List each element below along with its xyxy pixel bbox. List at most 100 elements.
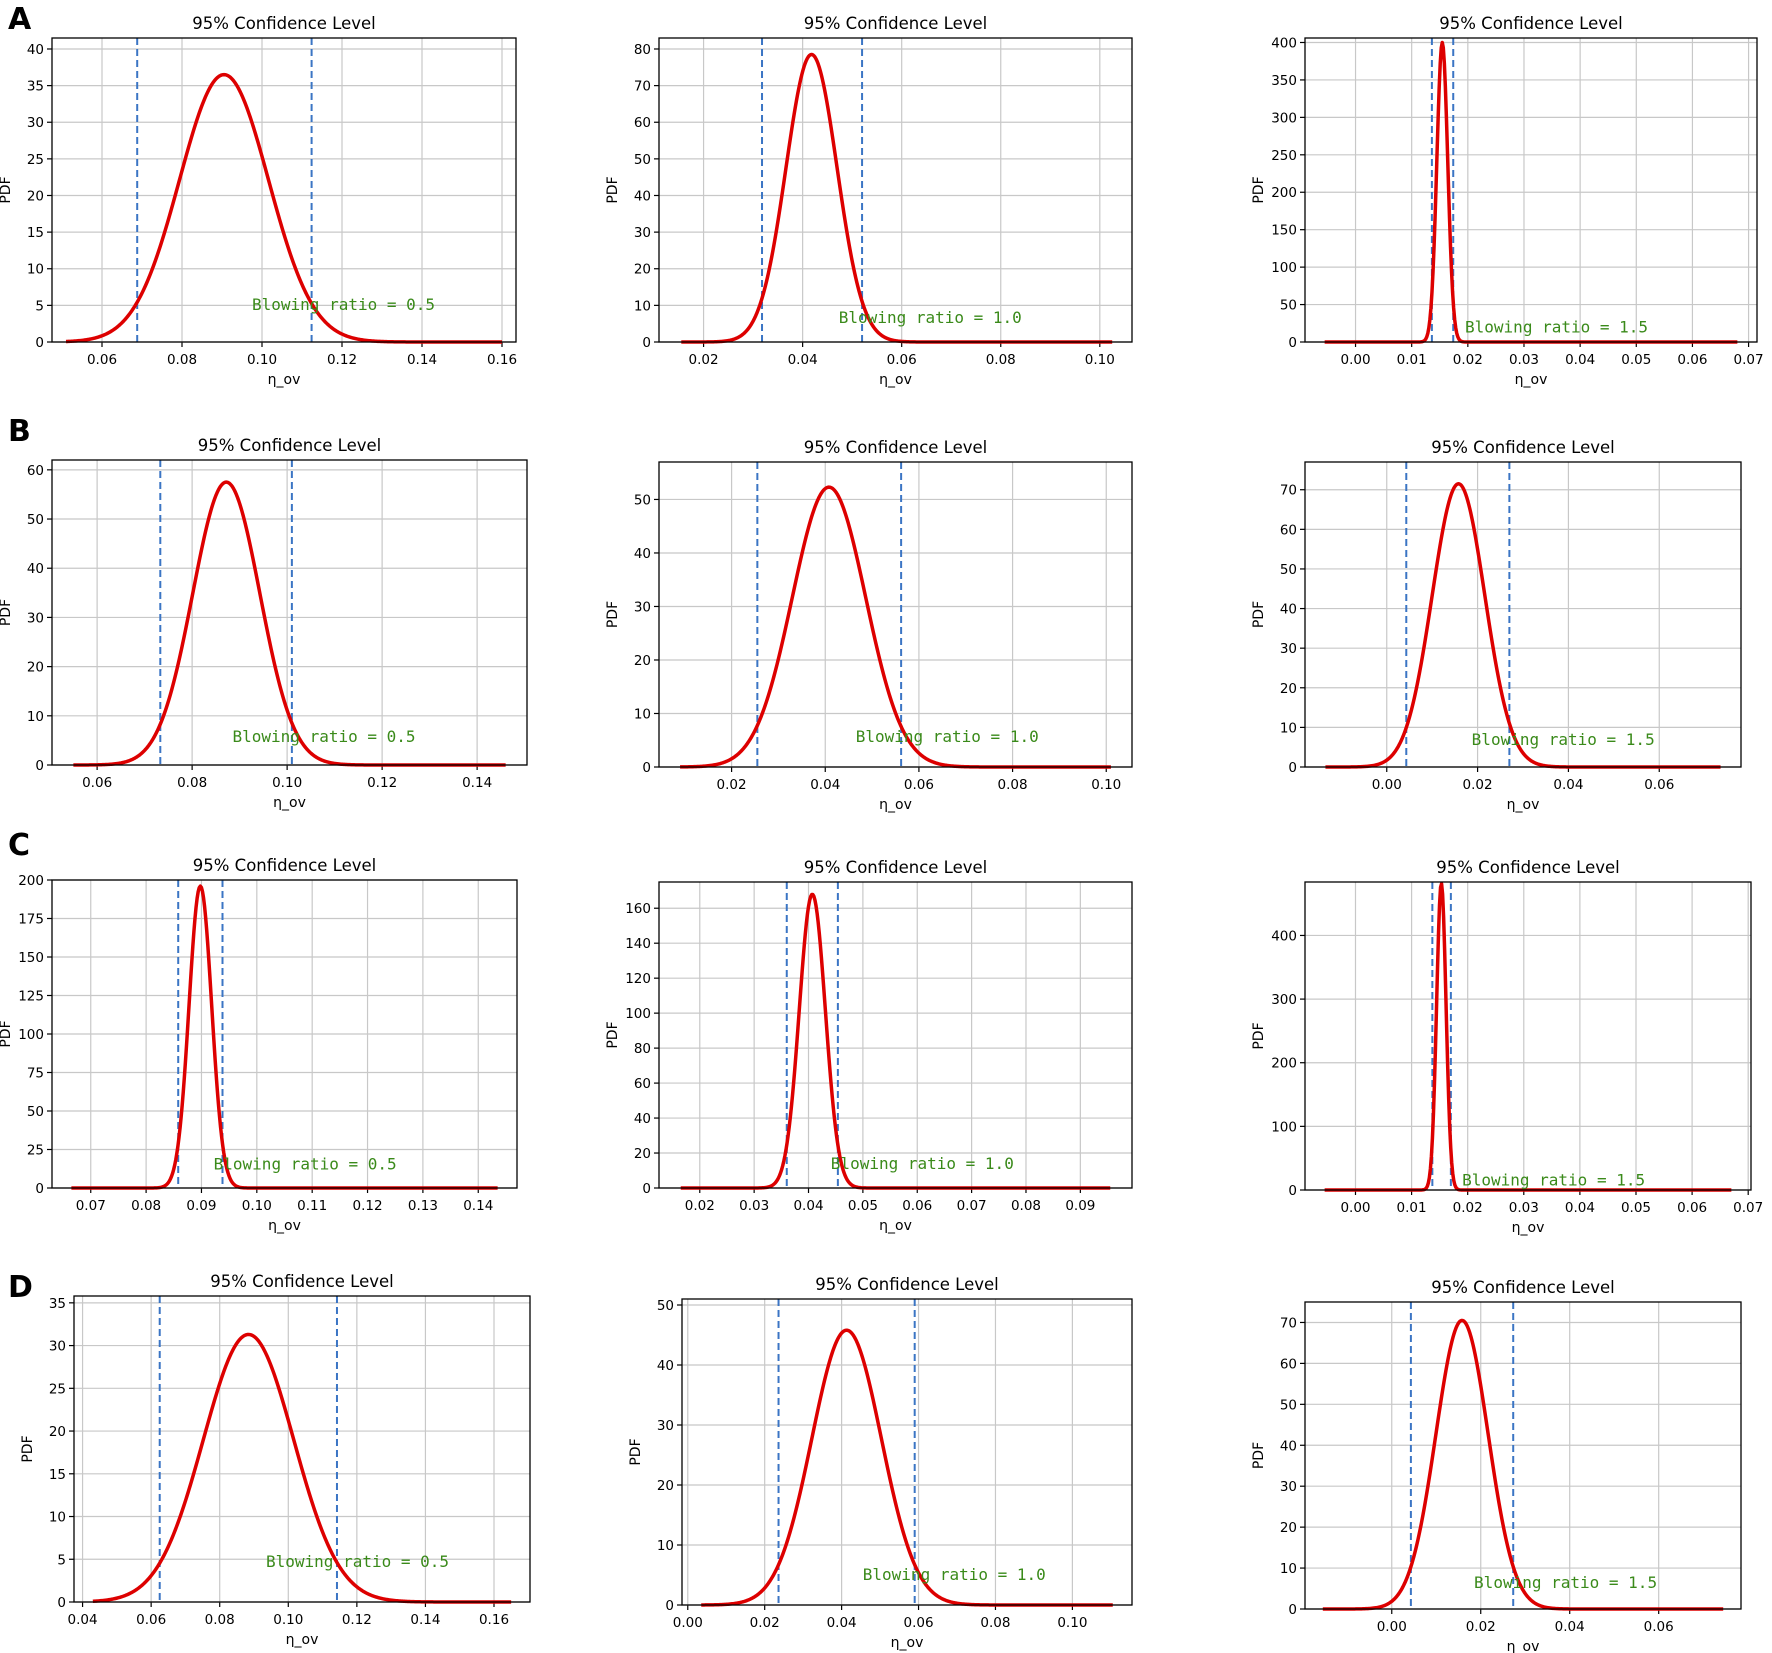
plot-frame [51,879,518,1189]
y-tick-label: 10 [657,1538,674,1554]
blowing-ratio-annotation: Blowing ratio = 1.5 [1462,1171,1645,1190]
x-axis-label: η_ov [879,1218,912,1234]
plot-frame [51,37,517,343]
x-tick-label: 0.02 [1463,777,1493,793]
x-tick-label: 0.04 [1565,352,1595,368]
x-tick-label: 0.06 [82,775,112,791]
chart-title: 95% Confidence Level [210,1272,394,1291]
y-tick-label: 0 [35,335,44,351]
chart-title: 95% Confidence Level [804,14,988,33]
x-tick-label: 0.08 [177,775,207,791]
y-tick-label: 0 [1288,1602,1297,1618]
chart-title: 95% Confidence Level [1439,14,1623,33]
y-tick-label: 200 [18,873,44,889]
y-tick-label: 150 [1271,223,1297,239]
chart-title: 95% Confidence Level [1431,1278,1615,1297]
x-tick-label: 0.04 [810,777,840,793]
pdf-curve [70,884,499,1190]
pdf-curve [72,480,507,767]
x-tick-label: 0.10 [1085,352,1115,368]
x-tick-label: 0.04 [788,352,818,368]
y-tick-label: 300 [1271,110,1297,126]
y-tick-label: 15 [27,225,44,241]
x-tick-label: 0.06 [904,1615,934,1631]
x-tick-label: 0.05 [1621,352,1651,368]
y-tick-label: 40 [27,561,44,577]
y-tick-label: 60 [1280,522,1297,538]
y-tick-label: 0 [35,758,44,774]
x-tick-label: 0.02 [750,1615,780,1631]
y-axis-label: PDF [628,1438,644,1465]
x-tick-label: 0.01 [1397,1200,1427,1216]
y-tick-label: 0 [642,335,651,351]
y-tick-label: 100 [625,1006,651,1022]
x-axis-label: η_ov [879,797,912,813]
y-tick-label: 60 [634,1076,651,1092]
y-axis-label: PDF [1251,601,1267,628]
blowing-ratio-annotation: Blowing ratio = 0.5 [233,727,416,746]
y-tick-label: 40 [657,1358,674,1374]
y-axis-label: PDF [605,601,621,628]
x-tick-label: 0.07 [1734,352,1764,368]
y-tick-label: 20 [634,653,651,669]
y-tick-label: 10 [1280,720,1297,736]
y-tick-label: 20 [634,1146,651,1162]
y-tick-label: 100 [18,1027,44,1043]
x-tick-label: 0.10 [273,1612,303,1628]
blowing-ratio-annotation: Blowing ratio = 0.5 [266,1552,449,1571]
y-tick-label: 70 [634,79,651,95]
x-tick-label: 0.02 [1453,352,1483,368]
y-tick-label: 40 [634,1111,651,1127]
x-axis-label: η_ov [879,372,912,388]
x-tick-label: 0.00 [1377,1619,1407,1635]
y-tick-label: 20 [1280,1520,1297,1536]
x-tick-label: 0.01 [1397,352,1427,368]
y-tick-label: 300 [1271,992,1297,1008]
y-tick-label: 50 [1280,1397,1297,1413]
x-axis-label: η_ov [891,1635,924,1651]
row-label-d: D [8,1270,33,1305]
y-axis-label: PDF [0,1020,14,1047]
y-tick-label: 10 [634,706,651,722]
x-tick-label: 0.08 [131,1198,161,1214]
blowing-ratio-annotation: Blowing ratio = 1.5 [1472,730,1655,749]
plot-frame [73,1295,531,1603]
plot-frame [51,459,528,766]
y-tick-label: 5 [57,1552,66,1568]
chart-panel-a-1: 0.06 0.08 0.10 0.12 0.14 0.16 0 5 10 15 20 25 30 35 40… [0,14,517,388]
x-tick-label: 0.10 [242,1198,272,1214]
y-tick-label: 50 [1280,562,1297,578]
y-tick-label: 350 [1271,73,1297,89]
row-label-a: A [8,2,32,37]
chart-panel-d-1: 0.04 0.06 0.08 0.10 0.12 0.14 0.16 0 5 10 15 20 25 30… [20,1272,531,1648]
chart-panel-c-3: 0.00 0.01 0.02 0.03 0.04 0.05 0.06 0.07 0 100 200 3… [1251,858,1763,1236]
chart-panel-a-2: 0.02 0.04 0.06 0.08 0.10 0 10 20 30 40 50 60 70 80 Blo… [605,14,1133,388]
blowing-ratio-annotation: Blowing ratio = 1.0 [863,1565,1046,1584]
blowing-ratio-annotation: Blowing ratio = 1.0 [839,308,1022,327]
pdf-curve [1324,482,1722,769]
x-tick-label: 0.09 [186,1198,216,1214]
x-tick-label: 0.06 [136,1612,166,1628]
x-tick-label: 0.14 [410,1612,440,1628]
x-tick-label: 0.10 [247,352,277,368]
x-tick-label: 0.16 [479,1612,509,1628]
x-tick-label: 0.07 [76,1198,106,1214]
y-tick-label: 5 [35,298,44,314]
chart-title: 95% Confidence Level [192,14,376,33]
y-tick-label: 25 [27,1143,44,1159]
x-tick-label: 0.14 [463,1198,493,1214]
y-axis-label: PDF [1251,1022,1267,1049]
y-tick-label: 75 [27,1066,44,1082]
y-tick-label: 200 [1271,1056,1297,1072]
y-tick-label: 175 [18,912,44,928]
chart-panel-c-2: 0.02 0.03 0.04 0.05 0.06 0.07 0.08 0.09 0 20 40 60 8… [605,858,1133,1234]
blowing-ratio-annotation: Blowing ratio = 1.0 [856,727,1039,746]
x-tick-label: 0.10 [272,775,302,791]
chart-title: 95% Confidence Level [815,1275,999,1294]
y-tick-label: 70 [1280,1315,1297,1331]
row-label-b: B [8,414,31,449]
x-tick-label: 0.05 [1621,1200,1651,1216]
x-tick-label: 0.10 [1057,1615,1087,1631]
y-axis-label: PDF [1251,1442,1267,1469]
chart-title: 95% Confidence Level [198,436,382,455]
